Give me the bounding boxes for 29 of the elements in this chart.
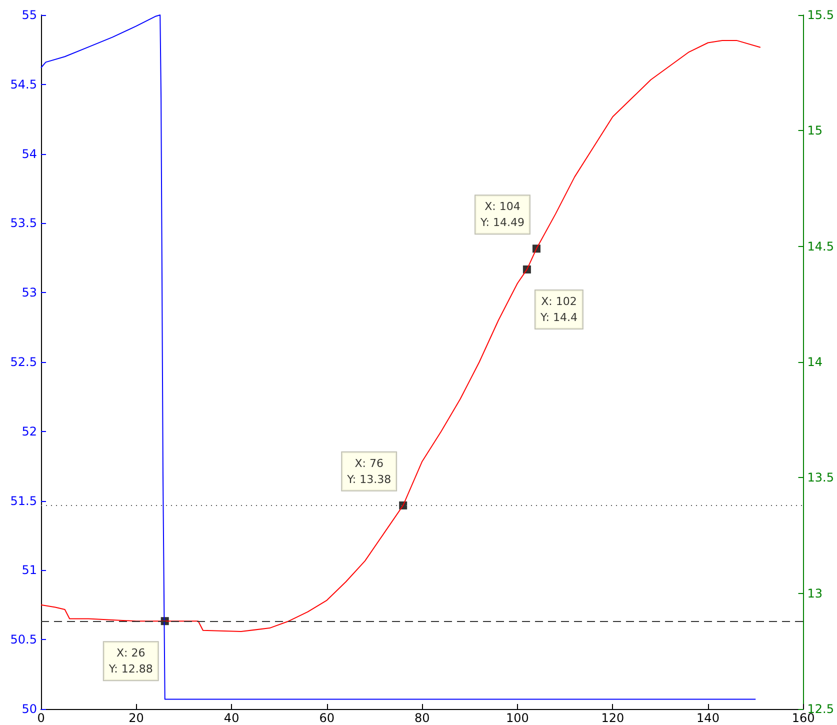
y-tick-label: 50 — [22, 702, 37, 716]
data-label: X: 104 Y: 14.49 — [480, 200, 524, 230]
x-tick-label: 0 — [37, 711, 45, 725]
data-label: X: 102 Y: 14.4 — [539, 294, 578, 324]
x-tick-label: 100 — [506, 711, 529, 725]
y-tick-label: 51.5 — [10, 494, 37, 508]
y-tick-label: 54 — [22, 146, 37, 161]
y2-tick-label: 13 — [807, 586, 823, 600]
x-tick-label: 80 — [414, 711, 430, 725]
y-tick-label: 52.5 — [10, 355, 37, 369]
x-tick-label: 60 — [319, 711, 334, 725]
x-tick-label: 120 — [601, 711, 624, 725]
x-tick-label: 20 — [128, 711, 144, 725]
y2-tick-label: 15 — [807, 124, 823, 138]
y-tick-label: 55 — [22, 8, 37, 22]
y2-tick-label: 13.5 — [807, 470, 834, 485]
y-tick-label: 53.5 — [10, 216, 37, 230]
y-tick-label: 53 — [22, 286, 37, 300]
data-label: X: 76 Y: 13.38 — [346, 456, 392, 486]
y2-tick-label: 14 — [807, 355, 823, 369]
y-tick-label: 54.5 — [10, 77, 37, 92]
y-tick-label: 52 — [22, 424, 37, 438]
y2-tick-label: 14.5 — [807, 239, 834, 254]
y2-tick-label: 15.5 — [807, 8, 834, 22]
data-label: X: 26 Y: 12.88 — [108, 646, 153, 676]
x-tick-label: 140 — [696, 711, 720, 725]
y-tick-label: 50.5 — [10, 632, 37, 647]
y-tick-label: 51 — [22, 563, 37, 578]
x-tick-label: 40 — [224, 711, 240, 725]
